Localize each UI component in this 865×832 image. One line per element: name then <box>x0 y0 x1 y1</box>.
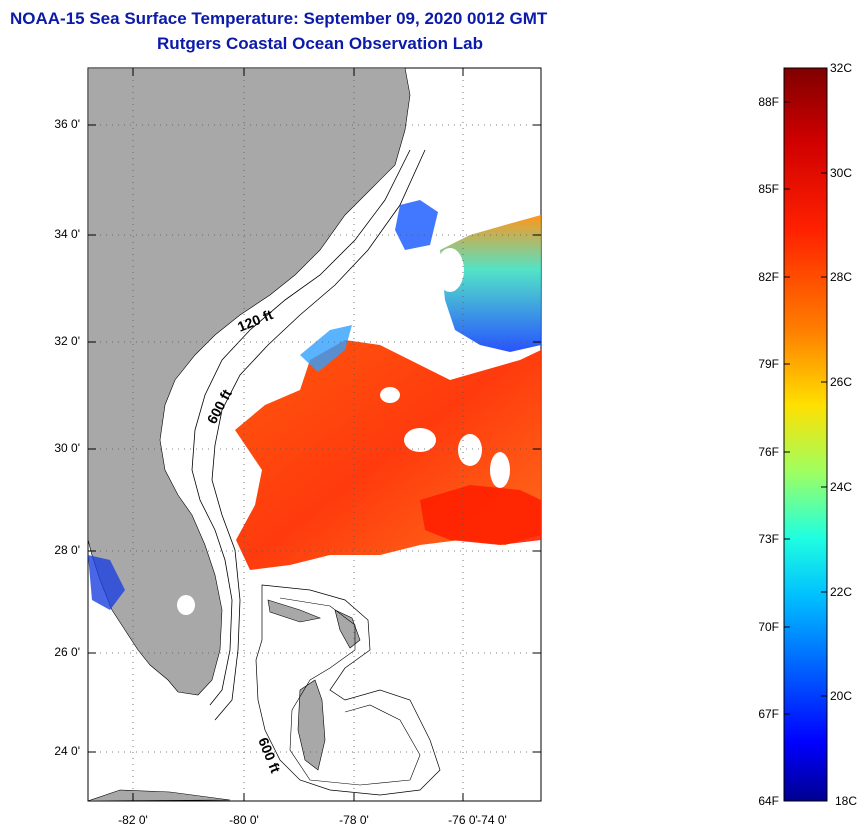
land-bahamas-andros <box>297 679 326 771</box>
lake-okeechobee <box>177 595 195 615</box>
colorbar-label-85f: 85F <box>758 182 779 196</box>
lat-label-36: 36 0' <box>54 117 80 131</box>
cloud-gap <box>458 434 482 466</box>
colorbar-label-26c: 26C <box>830 375 853 389</box>
lat-label-28: 28 0' <box>54 543 80 557</box>
colorbar-label-67f: 67F <box>758 707 779 721</box>
sst-edge-west <box>88 555 125 610</box>
lon-label-74: -74 0' <box>477 813 507 827</box>
cloud-gap <box>404 428 436 452</box>
colorbar-label-32c: 32C <box>830 61 853 75</box>
colorbar-label-70f: 70F <box>758 620 779 634</box>
colorbar-ticks <box>784 67 827 715</box>
lat-label-34: 34 0' <box>54 227 80 241</box>
land-us-east-coast <box>88 68 411 696</box>
land-cuba <box>88 789 231 801</box>
lon-label-82: -82 0' <box>118 813 148 827</box>
colorbar-label-64f: 64F <box>758 794 779 808</box>
colorbar <box>783 67 828 802</box>
isobath-120ft <box>191 149 411 706</box>
sst-warm-south <box>420 485 541 545</box>
cloud-gap <box>490 452 510 488</box>
land-bahamas-grand <box>267 599 322 623</box>
sst-cool-east <box>440 215 541 352</box>
sst-edge-mid <box>300 325 352 372</box>
frame-ticks <box>88 68 541 801</box>
isobath-600ft <box>211 149 426 721</box>
colorbar-label-20c: 20C <box>830 689 853 703</box>
colorbar-label-22c: 22C <box>830 585 853 599</box>
colorbar-label-76f: 76F <box>758 445 779 459</box>
colorbar-label-24c: 24C <box>830 480 853 494</box>
colorbar-label-79f: 79F <box>758 357 779 371</box>
colorbar-label-73f: 73F <box>758 532 779 546</box>
colorbar-label-88f: 88F <box>758 95 779 109</box>
cloud-gap <box>436 248 464 292</box>
isobath-bahamas-inner <box>279 597 421 786</box>
colorbar-label-18c: 18C <box>835 794 858 808</box>
map-title: NOAA-15 Sea Surface Temperature: Septemb… <box>10 9 548 28</box>
cloud-gap <box>380 387 400 403</box>
sst-cool-north <box>395 200 438 250</box>
lon-label-76: -76 0' <box>448 813 478 827</box>
lat-label-24: 24 0' <box>54 744 80 758</box>
lat-label-26: 26 0' <box>54 645 80 659</box>
colorbar-label-28c: 28C <box>830 270 853 284</box>
lat-label-30: 30 0' <box>54 441 80 455</box>
colorbar-label-82f: 82F <box>758 270 779 284</box>
map-grid <box>88 68 541 801</box>
isobath-bahamas <box>255 584 441 796</box>
lat-label-32: 32 0' <box>54 334 80 348</box>
lon-label-80: -80 0' <box>229 813 259 827</box>
map-subtitle: Rutgers Coastal Ocean Observation Lab <box>157 34 483 53</box>
colorbar-label-30c: 30C <box>830 166 853 180</box>
lon-label-78: -78 0' <box>339 813 369 827</box>
